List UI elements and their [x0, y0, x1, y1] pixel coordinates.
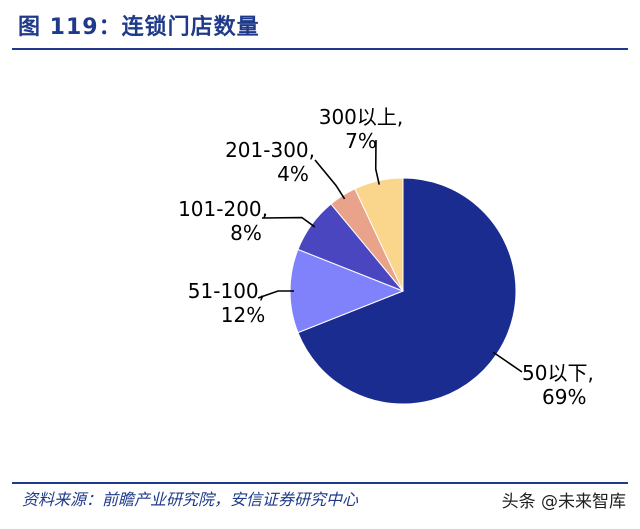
leader-line: [261, 216, 316, 228]
leader-line: [374, 139, 381, 185]
source-note: 资料来源：前瞻产业研究院，安信证券研究中心: [22, 490, 359, 509]
watermark: 头条 @未来智库: [501, 492, 626, 512]
pie-slices: [289, 177, 517, 405]
slice-label: 50以下, 69%: [522, 361, 594, 409]
leader-line: [314, 159, 346, 200]
slice-label: 51-100, 12%: [188, 279, 265, 327]
figure-title: 图 119：连锁门店数量: [18, 15, 260, 40]
slice-labels: 50以下, 69% 51-100, 12% 101-200, 8% 201-300, 4%30…: [178, 105, 594, 409]
slice-label: 300以上, 7%: [319, 105, 404, 153]
slice-label: 101-200, 8%: [178, 197, 268, 245]
slice-label: 201-300, 4%: [225, 138, 315, 186]
footer-divider: [12, 482, 628, 484]
leader-line: [492, 351, 523, 373]
leader-line: [257, 290, 294, 299]
leader-lines: [257, 139, 523, 373]
title-divider: [12, 48, 628, 50]
